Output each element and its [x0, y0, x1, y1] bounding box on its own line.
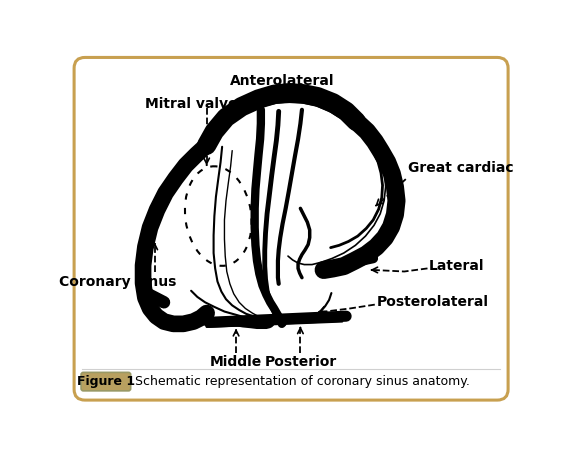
Text: Mitral valve: Mitral valve [145, 96, 237, 111]
Text: Middle: Middle [210, 355, 262, 369]
FancyBboxPatch shape [81, 372, 131, 391]
Text: Posterior: Posterior [264, 355, 336, 369]
Text: Lateral: Lateral [429, 259, 485, 273]
Text: Posterolateral: Posterolateral [377, 295, 489, 309]
Text: Figure 1: Figure 1 [77, 375, 135, 388]
Text: Schematic representation of coronary sinus anatomy.: Schematic representation of coronary sin… [135, 375, 470, 388]
Text: Anterolateral: Anterolateral [229, 73, 334, 87]
Text: Coronary sinus: Coronary sinus [59, 275, 176, 289]
Text: Great cardiac: Great cardiac [408, 161, 513, 175]
FancyBboxPatch shape [74, 58, 508, 400]
